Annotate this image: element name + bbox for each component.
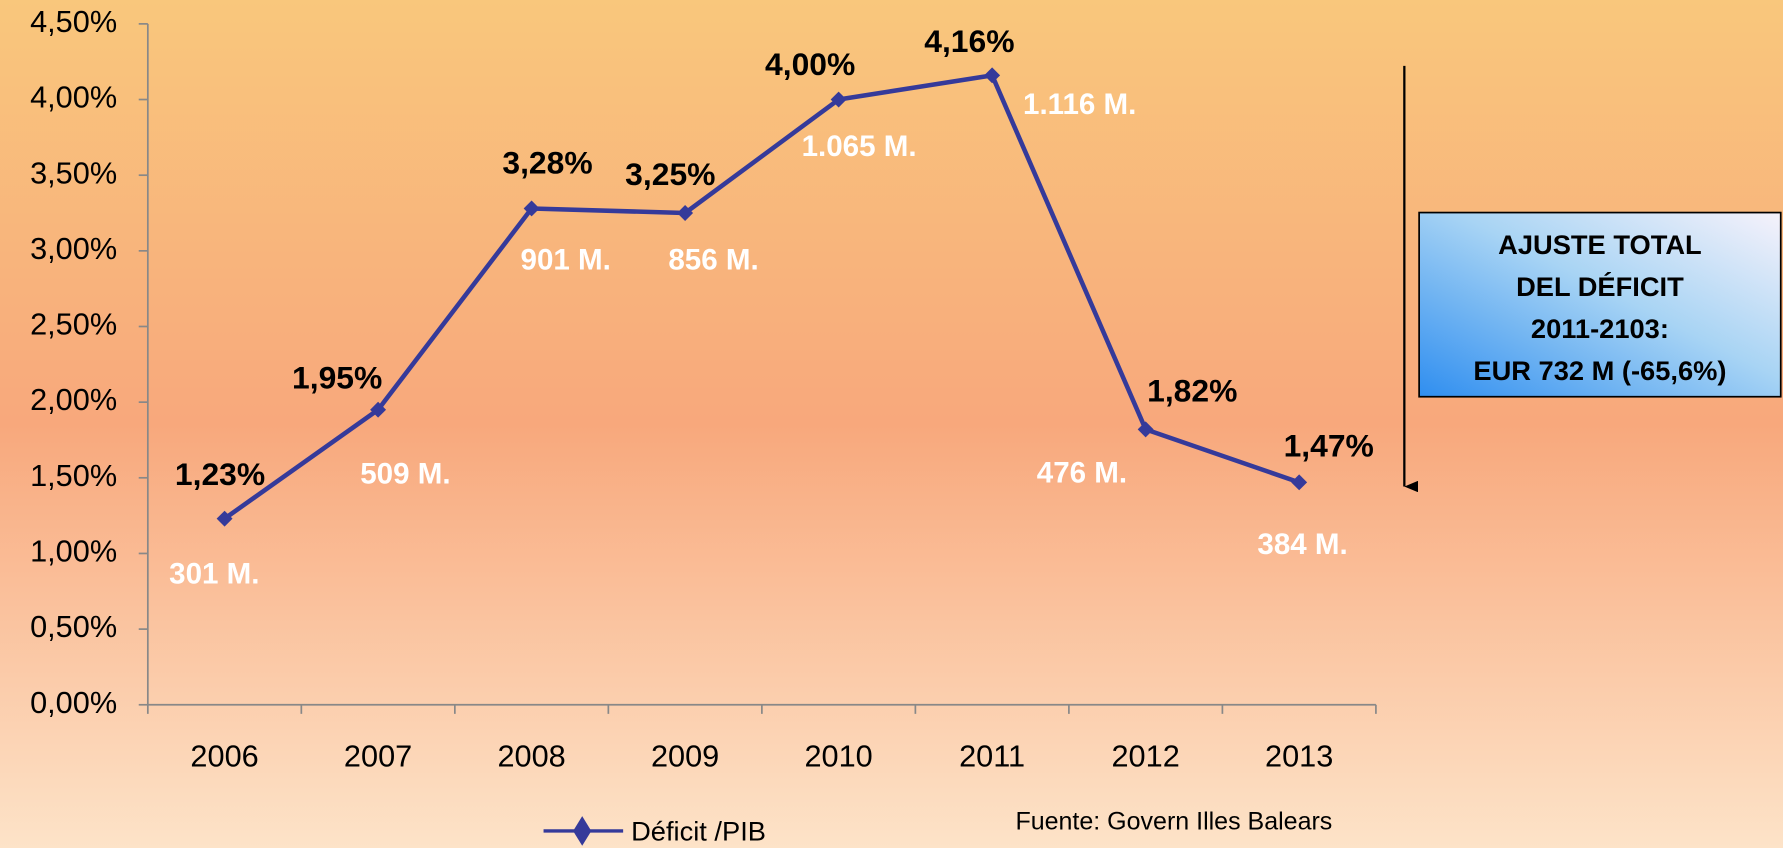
box-text: AJUSTE TOTAL [1498, 229, 1702, 260]
x-tick-label: 2007 [344, 738, 412, 773]
x-tick-label: 2010 [804, 738, 872, 773]
amount-label: 301 M. [169, 557, 259, 590]
y-tick-label: 0,00% [30, 685, 117, 720]
summary-box [1418, 211, 1782, 398]
y-tick-label: 1,00% [30, 534, 117, 569]
data-point [1291, 474, 1308, 491]
amount-label: 1.116 M. [1023, 88, 1136, 121]
amount-label: 1.065 M. [802, 130, 917, 163]
legend-label: Déficit /PIB [631, 815, 766, 846]
x-tick-label: 2013 [1265, 738, 1333, 773]
amount-label: 901 M. [521, 244, 611, 277]
x-tick-label: 2011 [959, 738, 1025, 773]
amount-label: 509 M. [360, 457, 450, 490]
x-tick-label: 2008 [497, 738, 565, 773]
data-label: 1,23% [175, 456, 265, 492]
y-tick-label: 1,50% [30, 458, 117, 493]
data-label: 1,82% [1147, 372, 1237, 408]
box-text: DEL DÉFICIT [1516, 271, 1684, 302]
amount-label: 856 M. [668, 244, 758, 277]
x-tick-label: 2009 [651, 738, 719, 773]
y-tick-label: 2,50% [30, 307, 117, 342]
box-text: EUR 732 M (-65,6%) [1473, 355, 1726, 386]
y-tick-label: 3,50% [30, 155, 117, 190]
data-label: 3,28% [502, 145, 592, 181]
y-tick-label: 3,00% [30, 231, 117, 266]
amount-label: 476 M. [1037, 457, 1127, 490]
x-tick-label: 2006 [190, 738, 258, 773]
box-text: 2011-2103: [1531, 313, 1669, 344]
y-tick-label: 4,00% [30, 80, 117, 115]
data-label: 4,00% [765, 46, 855, 82]
y-tick-label: 4,50% [30, 4, 117, 39]
amount-label: 384 M. [1257, 528, 1347, 561]
data-label: 1,47% [1284, 428, 1374, 464]
data-label: 1,95% [292, 360, 382, 396]
source: Fuente: Govern Illes Balears [1015, 808, 1332, 836]
y-tick-label: 2,00% [30, 382, 117, 417]
legend-marker [573, 816, 592, 846]
data-point [984, 67, 1001, 84]
series-line [223, 73, 1300, 521]
data-point [830, 91, 847, 108]
data-point [370, 401, 387, 418]
data-label: 4,16% [924, 23, 1014, 59]
x-tick-label: 2012 [1111, 738, 1179, 773]
data-label: 3,25% [625, 156, 715, 192]
y-tick-label: 0,50% [30, 609, 117, 644]
